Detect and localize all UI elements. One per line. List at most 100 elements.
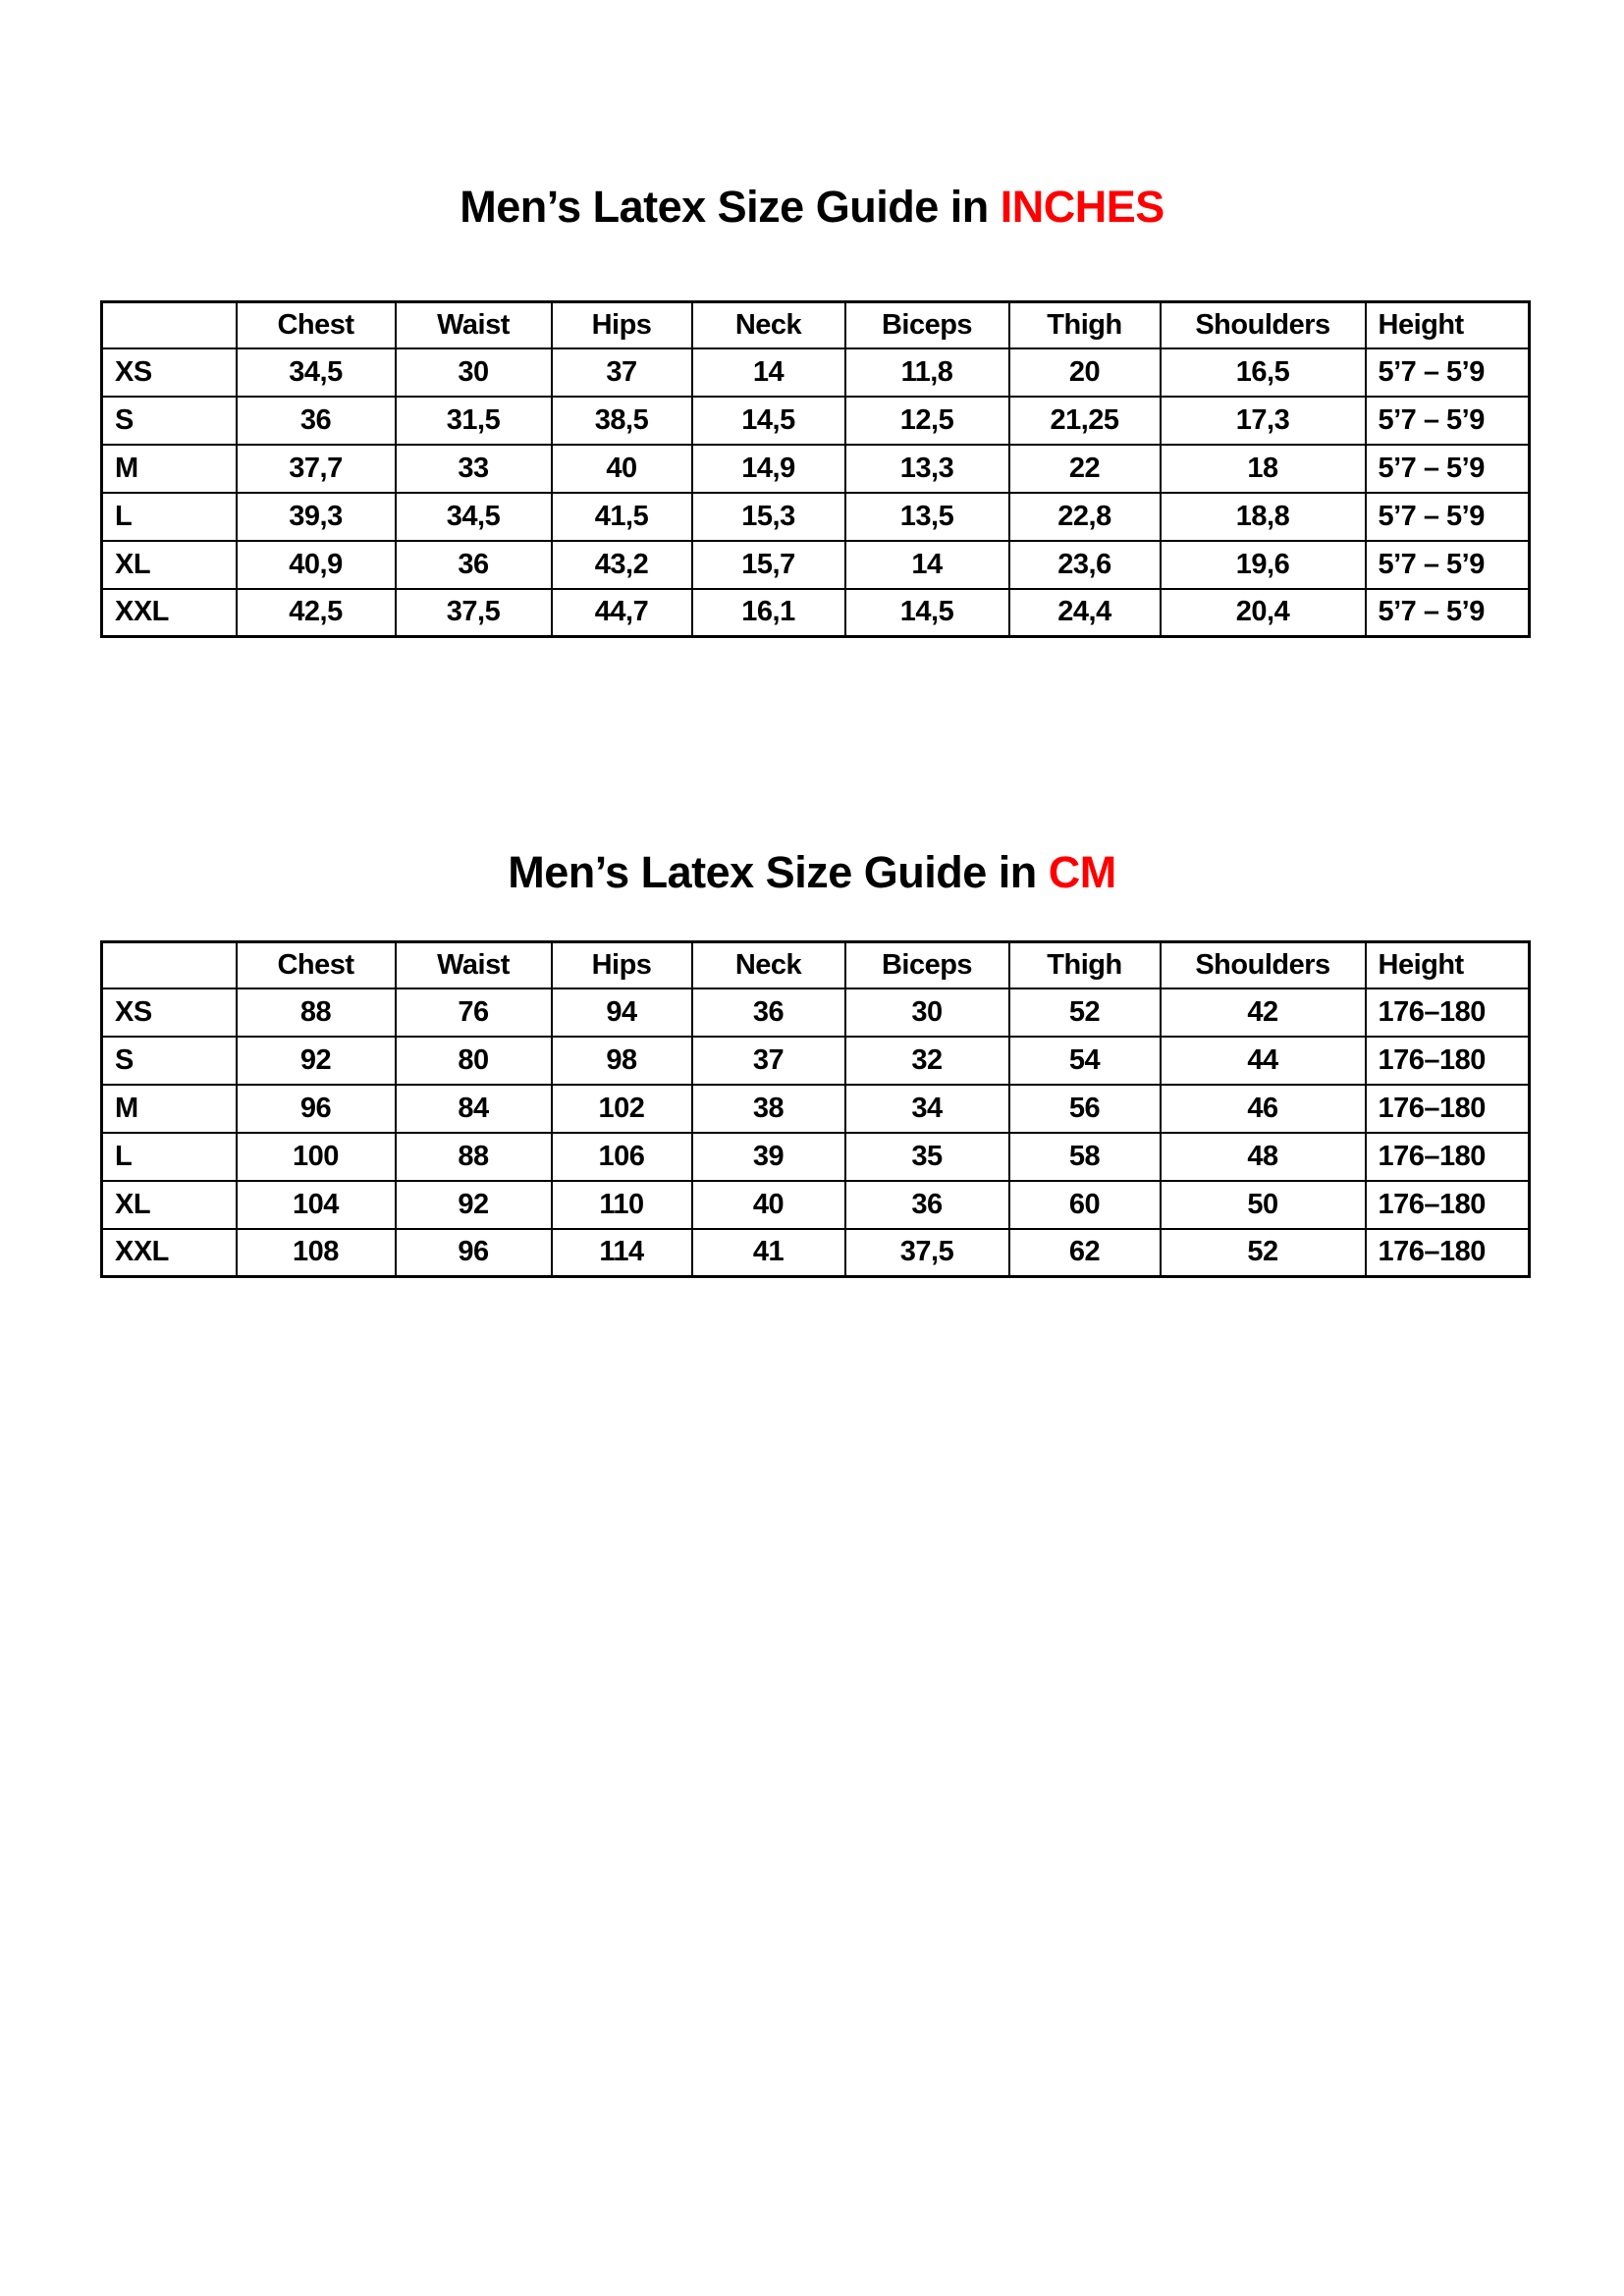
size-row-m: M 37,7 33 40 14,9 13,3 22 18 5’7 – 5’9 [100, 443, 1531, 494]
value-cell: 92 [394, 1179, 553, 1230]
value-cell: 34,5 [394, 491, 553, 542]
col-header-biceps: Biceps [843, 940, 1010, 989]
size-label: XL [100, 1179, 238, 1230]
value-cell: 14,5 [843, 587, 1010, 638]
value-cell: 5’7 – 5’9 [1364, 491, 1531, 542]
cm-title-unit: CM [1048, 847, 1116, 897]
size-row-l: L 100 88 106 39 35 58 48 176–180 [100, 1131, 1531, 1182]
inches-guide-title: Men’s Latex Size Guide in INCHES [0, 179, 1624, 236]
value-cell: 24,4 [1007, 587, 1162, 638]
value-cell: 80 [394, 1035, 553, 1086]
value-cell: 5’7 – 5’9 [1364, 395, 1531, 446]
value-cell: 36 [843, 1179, 1010, 1230]
value-cell: 98 [550, 1035, 693, 1086]
value-cell: 30 [394, 347, 553, 398]
col-header-neck: Neck [690, 940, 846, 989]
value-cell: 102 [550, 1083, 693, 1134]
value-cell: 40 [690, 1179, 846, 1230]
value-cell: 18 [1159, 443, 1367, 494]
cm-guide-title: Men’s Latex Size Guide in CM [0, 844, 1624, 901]
value-cell: 39 [690, 1131, 846, 1182]
value-cell: 56 [1007, 1083, 1162, 1134]
value-cell: 42,5 [235, 587, 397, 638]
col-header-height: Height [1364, 300, 1531, 349]
size-row-xs: XS 34,5 30 37 14 11,8 20 16,5 5’7 – 5’9 [100, 347, 1531, 398]
size-row-l: L 39,3 34,5 41,5 15,3 13,5 22,8 18,8 5’7 – 5’9 [100, 491, 1531, 542]
size-label: S [100, 395, 238, 446]
value-cell: 96 [394, 1227, 553, 1278]
value-cell: 108 [235, 1227, 397, 1278]
col-header-biceps: Biceps [843, 300, 1010, 349]
size-label: L [100, 491, 238, 542]
inches-title-unit: INCHES [1000, 182, 1165, 232]
col-header-waist: Waist [394, 940, 553, 989]
value-cell: 30 [843, 987, 1010, 1038]
value-cell: 176–180 [1364, 1179, 1531, 1230]
col-header-neck: Neck [690, 300, 846, 349]
value-cell: 37 [550, 347, 693, 398]
value-cell: 60 [1007, 1179, 1162, 1230]
value-cell: 13,3 [843, 443, 1010, 494]
value-cell: 41 [690, 1227, 846, 1278]
size-row-xxl: XXL 108 96 114 41 37,5 62 52 176–180 [100, 1227, 1531, 1278]
size-label: XS [100, 347, 238, 398]
cm-title-text: Men’s Latex Size Guide in [508, 847, 1049, 897]
col-header-thigh: Thigh [1007, 300, 1162, 349]
value-cell: 18,8 [1159, 491, 1367, 542]
value-cell: 37 [690, 1035, 846, 1086]
size-label: XXL [100, 587, 238, 638]
value-cell: 23,6 [1007, 539, 1162, 590]
col-header-shoulders: Shoulders [1159, 300, 1367, 349]
value-cell: 38,5 [550, 395, 693, 446]
value-cell: 114 [550, 1227, 693, 1278]
size-row-xs: XS 88 76 94 36 30 52 42 176–180 [100, 987, 1531, 1038]
value-cell: 94 [550, 987, 693, 1038]
size-label: M [100, 1083, 238, 1134]
size-row-xl: XL 104 92 110 40 36 60 50 176–180 [100, 1179, 1531, 1230]
header-row: Chest Waist Hips Neck Biceps Thigh Shoulders He… [100, 300, 1531, 349]
value-cell: 106 [550, 1131, 693, 1182]
value-cell: 37,5 [394, 587, 553, 638]
value-cell: 176–180 [1364, 1131, 1531, 1182]
value-cell: 41,5 [550, 491, 693, 542]
value-cell: 50 [1159, 1179, 1367, 1230]
value-cell: 44 [1159, 1035, 1367, 1086]
value-cell: 76 [394, 987, 553, 1038]
value-cell: 176–180 [1364, 1227, 1531, 1278]
value-cell: 40,9 [235, 539, 397, 590]
value-cell: 92 [235, 1035, 397, 1086]
value-cell: 20,4 [1159, 587, 1367, 638]
value-cell: 52 [1007, 987, 1162, 1038]
value-cell: 44,7 [550, 587, 693, 638]
value-cell: 37,5 [843, 1227, 1010, 1278]
value-cell: 11,8 [843, 347, 1010, 398]
size-row-s: S 36 31,5 38,5 14,5 12,5 21,25 17,3 5’7 – 5’9 [100, 395, 1531, 446]
size-label: S [100, 1035, 238, 1086]
value-cell: 58 [1007, 1131, 1162, 1182]
value-cell: 22 [1007, 443, 1162, 494]
value-cell: 31,5 [394, 395, 553, 446]
value-cell: 21,25 [1007, 395, 1162, 446]
inches-size-table: Chest Waist Hips Neck Biceps Thigh Shoulders He… [100, 300, 1531, 638]
value-cell: 13,5 [843, 491, 1010, 542]
size-label: XXL [100, 1227, 238, 1278]
value-cell: 19,6 [1159, 539, 1367, 590]
value-cell: 52 [1159, 1227, 1367, 1278]
value-cell: 110 [550, 1179, 693, 1230]
header-row: Chest Waist Hips Neck Biceps Thigh Shoulders He… [100, 940, 1531, 989]
value-cell: 16,5 [1159, 347, 1367, 398]
value-cell: 176–180 [1364, 1083, 1531, 1134]
value-cell: 5’7 – 5’9 [1364, 539, 1531, 590]
corner-cell [100, 300, 238, 349]
size-row-m: M 96 84 102 38 34 56 46 176–180 [100, 1083, 1531, 1134]
size-row-xxl: XXL 42,5 37,5 44,7 16,1 14,5 24,4 20,4 5’7 – 5’9 [100, 587, 1531, 638]
value-cell: 5’7 – 5’9 [1364, 443, 1531, 494]
size-label: XL [100, 539, 238, 590]
size-row-s: S 92 80 98 37 32 54 44 176–180 [100, 1035, 1531, 1086]
value-cell: 5’7 – 5’9 [1364, 587, 1531, 638]
value-cell: 42 [1159, 987, 1367, 1038]
col-header-hips: Hips [550, 300, 693, 349]
value-cell: 15,3 [690, 491, 846, 542]
value-cell: 43,2 [550, 539, 693, 590]
